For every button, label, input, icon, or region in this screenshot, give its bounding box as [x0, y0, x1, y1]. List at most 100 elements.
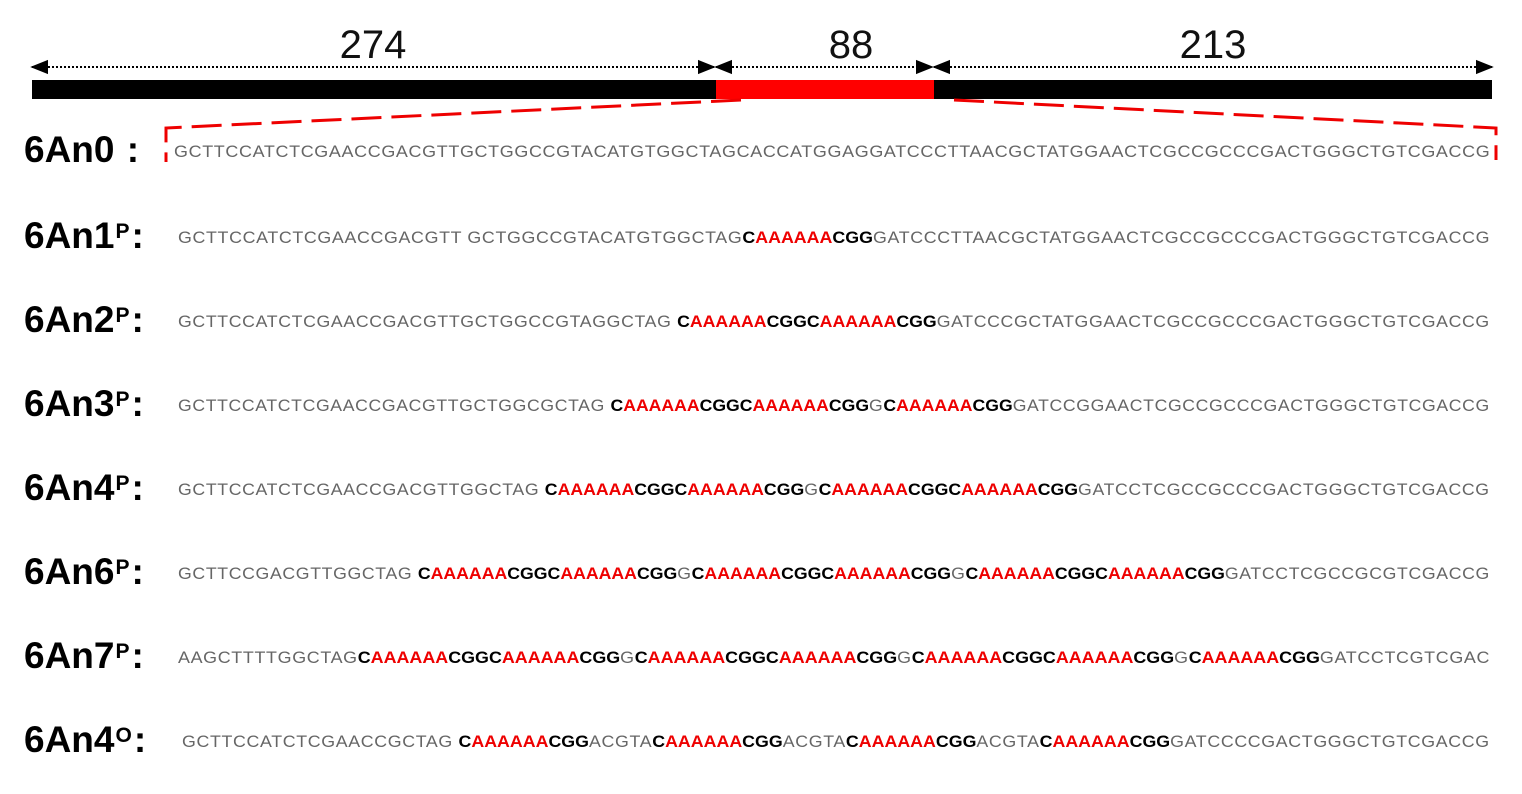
construct-label: 6An3P: [24, 382, 144, 426]
flank-bold-segment: CGG [1279, 649, 1320, 667]
dna-sequence: GCTTCCATCTCGAACCGCTAG CAAAAAACGGACGTACAA… [182, 720, 1490, 764]
construct-name: 6An4 [24, 467, 115, 508]
construct-label: 6An1P: [24, 214, 144, 258]
flank-bold-segment: CGG [896, 313, 937, 331]
dimension-label-middle: 88 [828, 23, 874, 67]
bar-segment-right [934, 80, 1492, 99]
sequence-segment: ACGTA [976, 733, 1040, 751]
dna-sequence: GCTTCCGACGTTGGCTAG CAAAAAACGGCAAAAAACGGG… [178, 552, 1490, 596]
construct-label: 6An6P: [24, 550, 144, 594]
poly-a-segment: AAAAAA [858, 733, 936, 751]
sequence-segment: GCTTCCATCTCGAACCGACGTT GCTGGCCGTACATGTGG… [178, 229, 743, 247]
poly-a-segment: AAAAAA [501, 649, 580, 667]
flank-bold-segment: CGGC [725, 649, 779, 667]
poly-a-segment: AAAAAA [819, 313, 897, 331]
flank-bold-segment: CGG [636, 565, 678, 583]
poly-a-segment: AAAAAA [557, 481, 635, 499]
poly-a-segment: AAAAAA [1052, 733, 1130, 751]
poly-a-segment: AAAAAA [1201, 649, 1280, 667]
flank-bold-segment: CGG [1184, 565, 1225, 583]
poly-a-segment: AAAAAA [978, 565, 1055, 583]
sequence-segment: GATCCGGAACTCGCCGCCCGACTGGGCTGTCGACCG [1012, 397, 1490, 415]
poly-a-segment: AAAAAA [623, 397, 700, 415]
dna-sequence: AAGCTTTTGGCTAGCAAAAAACGGCAAAAAACGGGCAAAA… [178, 636, 1490, 680]
poly-a-segment: AAAAAA [778, 649, 857, 667]
flank-bold-segment: C [965, 565, 979, 583]
flank-bold-segment: C [883, 397, 897, 415]
construct-superscript: P [115, 640, 130, 663]
sequence-row: 6An7P: AAGCTTTTGGCTAGCAAAAAACGGCAAAAAACGG… [0, 634, 1522, 694]
flank-bold-segment: CGG [1129, 733, 1171, 751]
flank-bold-segment: CGG [856, 649, 898, 667]
flank-bold-segment: CGGC [1054, 565, 1108, 583]
construct-name: 6An7 [24, 635, 115, 676]
flank-bold-segment: C [357, 649, 371, 667]
label-separator: : [131, 635, 144, 676]
sequence-segment: ACGTA [588, 733, 653, 751]
construct-superscript: O [115, 724, 132, 747]
dna-sequence: GCTTCCATCTCGAACCGACGTT GCTGGCCGTACATGTGG… [178, 216, 1490, 260]
flank-bold-segment: C [1039, 733, 1053, 751]
sequence-segment: G [677, 565, 692, 583]
construct-label: 6An7P: [24, 634, 144, 678]
construct-name: 6An1 [24, 215, 115, 256]
construct-superscript: P [115, 220, 130, 243]
poly-a-segment: AAAAAA [430, 565, 508, 583]
construct-label: 6An2P: [24, 298, 144, 342]
flank-bold-segment: CGGC [781, 565, 835, 583]
flank-bold-segment: CGG [935, 733, 977, 751]
sequence-segment: G [620, 649, 635, 667]
flank-bold-segment: CGGC [699, 397, 753, 415]
sequence-segment: G [951, 565, 966, 583]
sequence-segment: G [869, 397, 884, 415]
flank-bold-segment: C [610, 397, 624, 415]
flank-bold-segment: C [652, 733, 666, 751]
poly-a-segment: AAAAAA [752, 397, 829, 415]
flank-bold-segment: C [911, 649, 925, 667]
label-separator: : [116, 129, 140, 170]
sequence-segment: G [804, 481, 819, 499]
flank-bold-segment: CGG [1037, 481, 1079, 499]
flank-bold-segment: CGG [910, 565, 952, 583]
label-separator: : [131, 383, 144, 424]
flank-bold-segment: CGG [832, 229, 874, 247]
flank-bold-segment: CGG [1133, 649, 1175, 667]
dna-sequence: GCTTCCATCTCGAACCGACGTTGGCTAG CAAAAAACGGC… [178, 468, 1490, 512]
sequence-segment: GATCCCGCTATGGAACTCGCCGCCCGACTGGGCTGTCGAC… [936, 313, 1490, 331]
sequence-segment: ACGTA [782, 733, 846, 751]
flank-bold-segment: CGGC [908, 481, 962, 499]
sequence-segment: GATCCTCGCCGCGTCGACCG [1224, 565, 1490, 583]
dimension-label-left: 274 [339, 23, 407, 67]
construct-superscript: P [115, 472, 130, 495]
flank-bold-segment: C [818, 481, 832, 499]
flank-bold-segment: C [417, 565, 431, 583]
flank-bold-segment: CGGC [766, 313, 820, 331]
sequence-row: 6An6P: GCTTCCGACGTTGGCTAG CAAAAAACGGCAAAA… [0, 550, 1522, 610]
flank-bold-segment: C [691, 565, 705, 583]
flank-bold-segment: C [677, 313, 690, 331]
sequence-row: 6An2P: GCTTCCATCTCGAACCGACGTTGCTGGCCGTAGG… [0, 298, 1522, 358]
construct-label: 6An4P: [24, 466, 144, 510]
flank-bold-segment: CGG [763, 481, 805, 499]
bar-segment-left [32, 80, 716, 99]
construct-name: 6An3 [24, 383, 115, 424]
poly-a-segment: AAAAAA [704, 565, 782, 583]
label-separator: : [133, 719, 147, 760]
flank-bold-segment: C [1188, 649, 1202, 667]
sequence-segment: G [897, 649, 912, 667]
poly-a-segment: AAAAAA [687, 481, 764, 499]
sequence-row: 6An3P: GCTTCCATCTCGAACCGACGTTGCTGGCGCTAG … [0, 382, 1522, 442]
poly-a-segment: AAAAAA [370, 649, 449, 667]
sequence-segment: GATCCCCGACTGGGCTGTCGACCG [1170, 733, 1490, 751]
flank-bold-segment: CGG [828, 397, 870, 415]
poly-a-segment: AAAAAA [1107, 565, 1185, 583]
construct-name: 6An4 [24, 719, 115, 760]
flank-bold-segment: CGG [548, 733, 589, 751]
flank-bold-segment: CGG [579, 649, 621, 667]
dna-sequence: GCTTCCATCTCGAACCGACGTTGCTGGCGCTAG CAAAAA… [178, 384, 1490, 428]
flank-bold-segment: C [634, 649, 648, 667]
construct-superscript: P [115, 388, 130, 411]
flank-bold-segment: C [742, 229, 756, 247]
construct-superscript: P [115, 556, 130, 579]
flank-bold-segment: C [544, 481, 558, 499]
